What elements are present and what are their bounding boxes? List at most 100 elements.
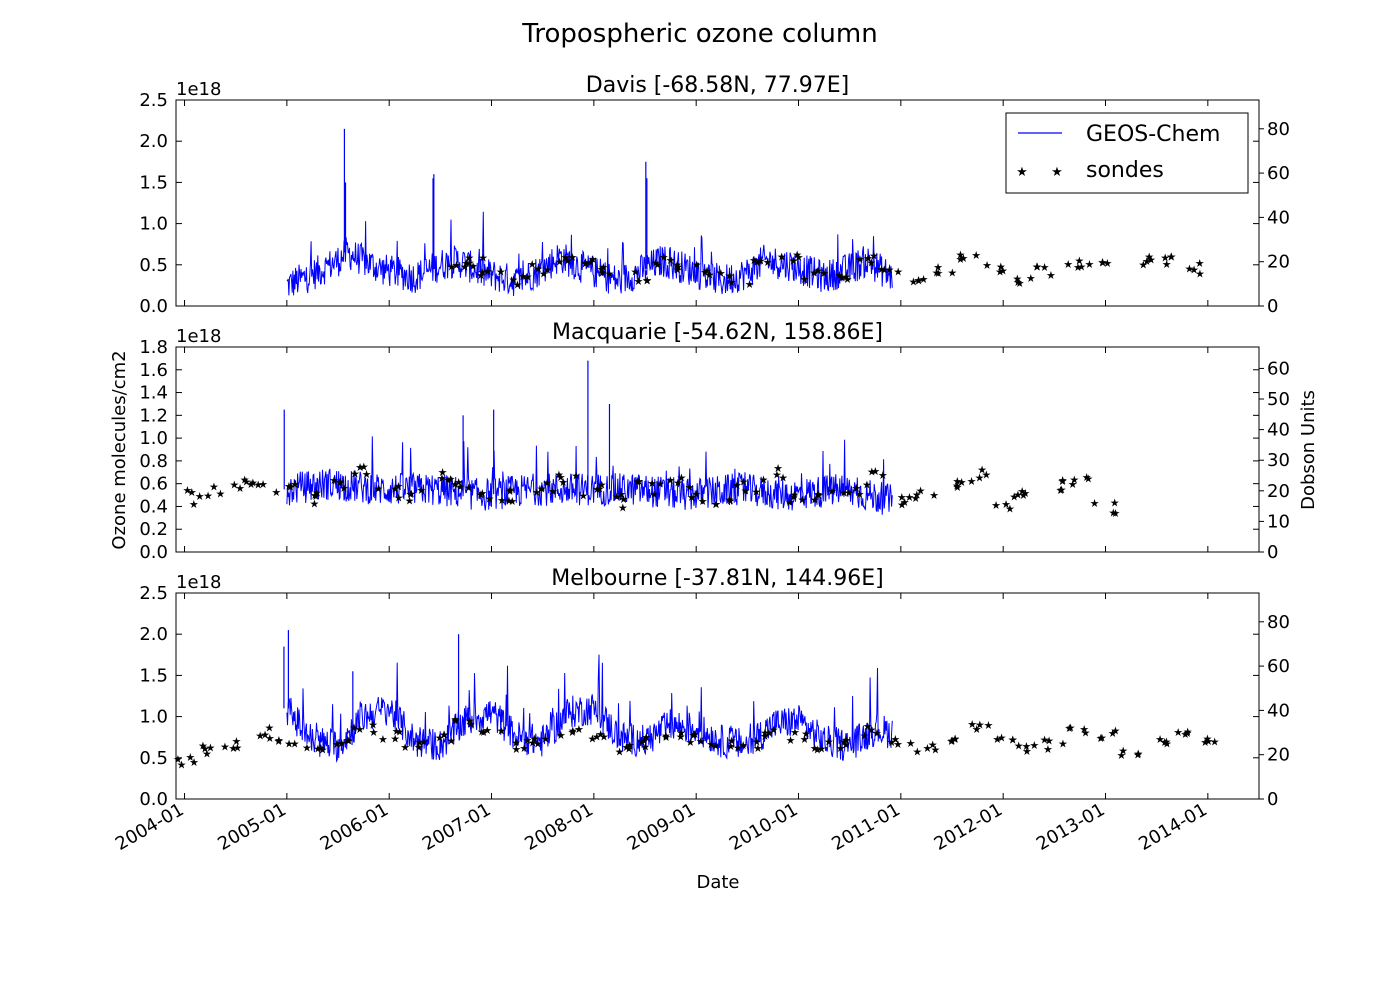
sonde-point: ★ xyxy=(451,259,461,272)
sonde-point: ★ xyxy=(841,738,851,751)
sonde-point: ★ xyxy=(1043,743,1053,756)
sonde-point: ★ xyxy=(653,258,663,271)
sonde-point: ★ xyxy=(716,267,726,280)
sonde-point: ★ xyxy=(558,476,568,489)
sonde-point: ★ xyxy=(561,251,571,264)
sonde-point: ★ xyxy=(476,269,486,282)
sonde-point: ★ xyxy=(711,739,721,752)
sonde-point: ★ xyxy=(465,257,475,270)
sonde-point: ★ xyxy=(390,482,400,495)
sonde-point: ★ xyxy=(1202,733,1212,746)
sonde-point: ★ xyxy=(855,488,865,501)
sonde-point: ★ xyxy=(1077,260,1087,273)
sonde-point: ★ xyxy=(904,491,914,504)
sonde-point: ★ xyxy=(1146,253,1156,266)
sonde-point: ★ xyxy=(842,273,852,286)
sonde-point: ★ xyxy=(1108,727,1118,740)
sonde-point: ★ xyxy=(177,759,187,772)
sonde-point: ★ xyxy=(916,485,926,498)
sonde-point: ★ xyxy=(451,714,461,727)
y-tick-label: 2.0 xyxy=(139,624,168,645)
sonde-point: ★ xyxy=(229,479,239,492)
y-tick-label: 1.0 xyxy=(139,428,168,449)
sonde-point: ★ xyxy=(209,480,219,493)
sonde-point: ★ xyxy=(240,473,250,486)
sonde-point: ★ xyxy=(359,461,369,474)
sonde-point: ★ xyxy=(568,725,578,738)
sonde-point: ★ xyxy=(862,478,872,491)
sonde-point: ★ xyxy=(497,494,507,507)
sonde-point: ★ xyxy=(563,254,573,267)
sonde-point: ★ xyxy=(203,489,213,502)
sonde-point: ★ xyxy=(284,737,294,750)
sonde-point: ★ xyxy=(769,723,779,736)
sonde-point: ★ xyxy=(870,465,880,478)
sonde-point: ★ xyxy=(914,274,924,287)
sonde-point: ★ xyxy=(1017,485,1027,498)
sonde-point: ★ xyxy=(647,477,657,490)
sonde-point: ★ xyxy=(1097,731,1107,744)
sonde-point: ★ xyxy=(592,730,602,743)
sonde-point: ★ xyxy=(1155,733,1165,746)
sonde-point: ★ xyxy=(789,490,799,503)
y2-tick-label: 20 xyxy=(1267,745,1290,766)
sonde-point: ★ xyxy=(349,722,359,735)
sonde-point: ★ xyxy=(956,253,966,266)
sonde-point: ★ xyxy=(290,738,300,751)
sonde-point: ★ xyxy=(592,483,602,496)
sonde-point: ★ xyxy=(1098,256,1108,269)
sonde-point: ★ xyxy=(859,730,869,743)
sonde-point: ★ xyxy=(676,731,686,744)
y-tick-label: 2.0 xyxy=(139,131,168,152)
sonde-point: ★ xyxy=(666,254,676,267)
sonde-point: ★ xyxy=(1173,726,1183,739)
sonde-point: ★ xyxy=(809,267,819,280)
sonde-point: ★ xyxy=(339,482,349,495)
sonde-point: ★ xyxy=(274,735,284,748)
sonde-point: ★ xyxy=(725,270,735,283)
sonde-point: ★ xyxy=(982,259,992,272)
sonde-point: ★ xyxy=(437,472,447,485)
sonde-point: ★ xyxy=(316,742,326,755)
sonde-point: ★ xyxy=(454,476,464,489)
y-tick-label: 1.2 xyxy=(139,405,168,426)
sonde-point: ★ xyxy=(972,723,982,736)
sonde-point: ★ xyxy=(624,742,634,755)
y2-tick-label: 0 xyxy=(1267,542,1278,563)
sonde-point: ★ xyxy=(672,259,682,272)
sonde-point: ★ xyxy=(687,491,697,504)
sonde-point: ★ xyxy=(540,732,550,745)
sonde-point: ★ xyxy=(912,489,922,502)
sonde-point: ★ xyxy=(400,741,410,754)
sonde-point: ★ xyxy=(468,260,478,273)
plot-frame xyxy=(175,99,1260,307)
sonde-point: ★ xyxy=(665,474,675,487)
sonde-point: ★ xyxy=(1012,273,1022,286)
sonde-point: ★ xyxy=(406,488,416,501)
sonde-point: ★ xyxy=(518,270,528,283)
sonde-point: ★ xyxy=(466,718,476,731)
sonde-point: ★ xyxy=(995,265,1005,278)
sonde-point: ★ xyxy=(760,727,770,740)
sonde-point: ★ xyxy=(1183,726,1193,739)
sonde-point: ★ xyxy=(373,483,383,496)
sonde-point: ★ xyxy=(414,741,424,754)
sonde-point: ★ xyxy=(810,742,820,755)
sonde-point: ★ xyxy=(814,489,824,502)
sonde-point: ★ xyxy=(1056,484,1066,497)
sonde-point: ★ xyxy=(232,735,242,748)
y2-tick-label: 0 xyxy=(1267,296,1278,317)
sonde-point: ★ xyxy=(909,276,919,289)
sonde-point: ★ xyxy=(928,738,938,751)
sonde-point: ★ xyxy=(362,468,372,481)
sonde-point: ★ xyxy=(739,476,749,489)
sonde-point: ★ xyxy=(1085,258,1095,271)
sonde-point: ★ xyxy=(205,742,215,755)
sonde-point: ★ xyxy=(574,723,584,736)
sonde-point: ★ xyxy=(1058,475,1068,488)
y-tick-label: 0.5 xyxy=(139,255,168,276)
sonde-point: ★ xyxy=(872,727,882,740)
sonde-point: ★ xyxy=(827,485,837,498)
sonde-point: ★ xyxy=(588,253,598,266)
sonde-point: ★ xyxy=(641,740,651,753)
